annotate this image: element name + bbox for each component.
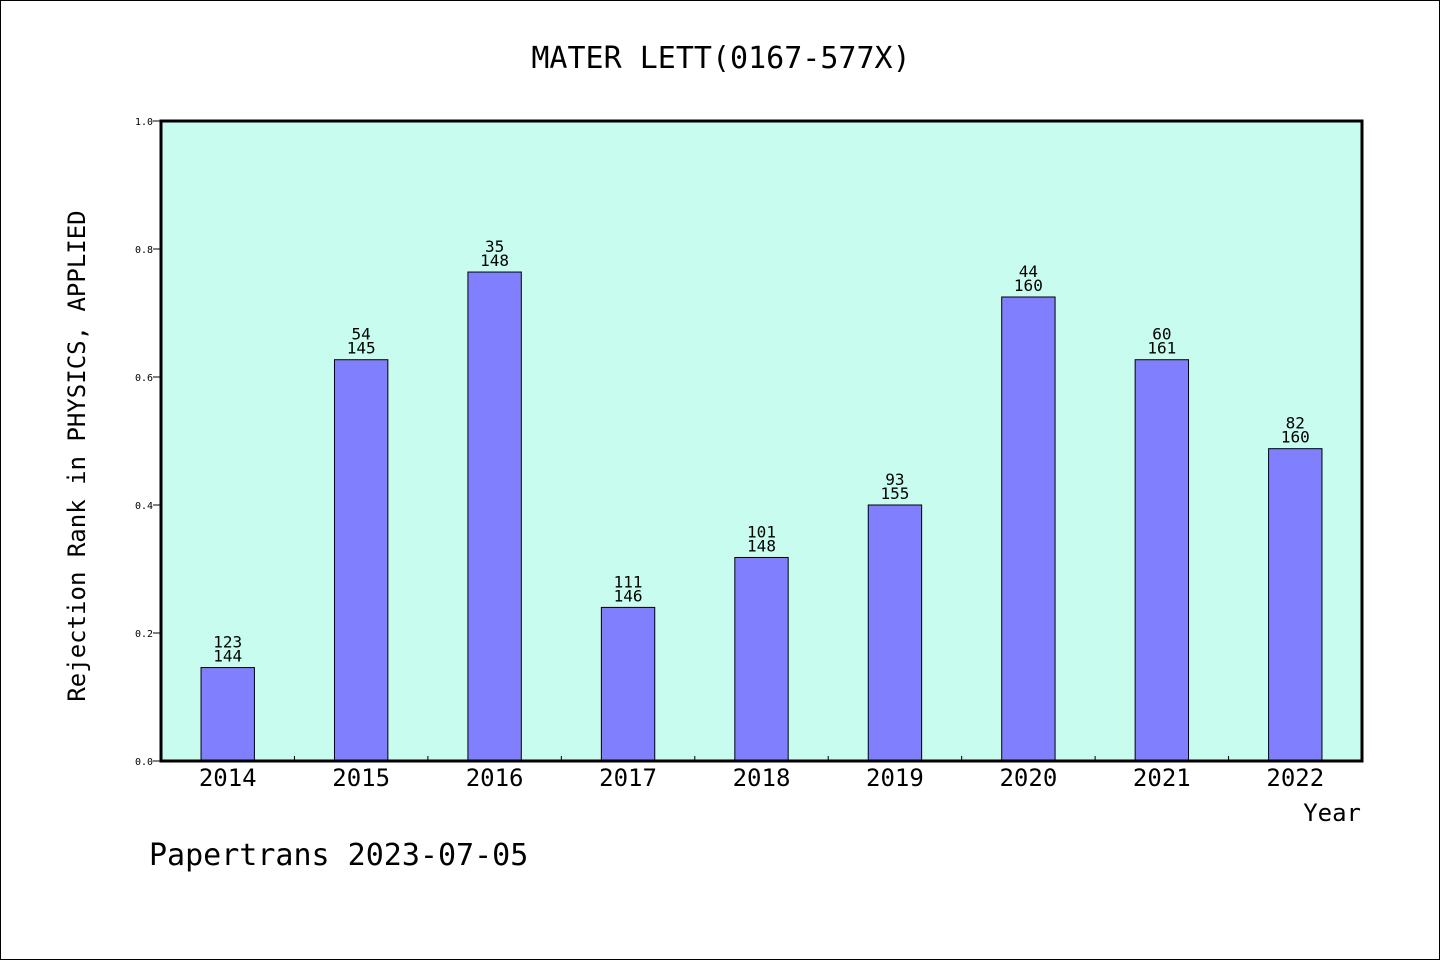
bars-group: 1231445414535148111146101148931554416060…: [200, 237, 1323, 762]
chart-title: MATER LETT(0167-577X): [531, 41, 910, 76]
x-tick-label: 2018: [733, 764, 791, 792]
bar-total-label: 145: [347, 339, 376, 358]
bar: [734, 556, 789, 762]
bar: [600, 606, 656, 762]
plot-border: [159, 119, 1364, 763]
bar-total-label: 146: [614, 586, 643, 605]
bar-total-label: 144: [213, 647, 242, 666]
bar: [867, 504, 923, 762]
bar: [467, 271, 522, 762]
bar-rank-label: 123: [213, 633, 242, 652]
bar-rank-label: 82: [1286, 414, 1305, 433]
bar-total-label: 161: [1147, 339, 1176, 358]
bar-rank-label: 93: [885, 470, 904, 489]
bar: [333, 359, 389, 762]
bar-total-label: 160: [1281, 428, 1310, 447]
x-tick-label: 2019: [866, 764, 924, 792]
footer-credit: Papertrans 2023-07-05: [149, 838, 528, 873]
bar: [1001, 296, 1056, 762]
bar-rank-label: 101: [747, 522, 776, 541]
bar-total-label: 160: [1014, 276, 1043, 295]
x-tick-label: 2021: [1133, 764, 1191, 792]
x-axis-label: Year: [1303, 799, 1361, 827]
y-tick-label: 0.4: [135, 501, 153, 512]
bar-total-label: 148: [747, 536, 776, 555]
bar-total-label: 148: [480, 251, 509, 270]
y-axis: 0.0 0.2 0.4 0.6 0.8 1.0: [135, 117, 161, 768]
bar: [200, 667, 255, 762]
x-tick-label: 2014: [199, 764, 257, 792]
x-tick-label: 2017: [599, 764, 657, 792]
y-axis-label: Rejection Rank in PHYSICS, APPLIED: [63, 210, 91, 701]
y-tick-label: 0.6: [135, 373, 153, 384]
bar: [1134, 359, 1190, 762]
y-tick-label: 0.0: [135, 757, 153, 768]
y-tick-label: 0.8: [135, 245, 153, 256]
bar: [1268, 448, 1323, 762]
x-tick-label: 2015: [332, 764, 390, 792]
bar-rank-label: 35: [485, 237, 504, 256]
x-tick-label: 2016: [466, 764, 524, 792]
bar-rank-label: 111: [614, 572, 643, 591]
x-tick-label: 2022: [1266, 764, 1324, 792]
bar-rank-label: 54: [352, 325, 371, 344]
x-axis: 2014 2015 2016 2017 2018 2019 2020 2021 2022: [199, 756, 1324, 792]
y-tick-label: 0.2: [135, 629, 153, 640]
y-tick-label: 1.0: [135, 117, 153, 128]
bar-rank-label: 44: [1019, 262, 1038, 281]
bar-rank-label: 60: [1152, 325, 1171, 344]
bar-total-label: 155: [880, 484, 909, 503]
x-tick-label: 2020: [999, 764, 1057, 792]
